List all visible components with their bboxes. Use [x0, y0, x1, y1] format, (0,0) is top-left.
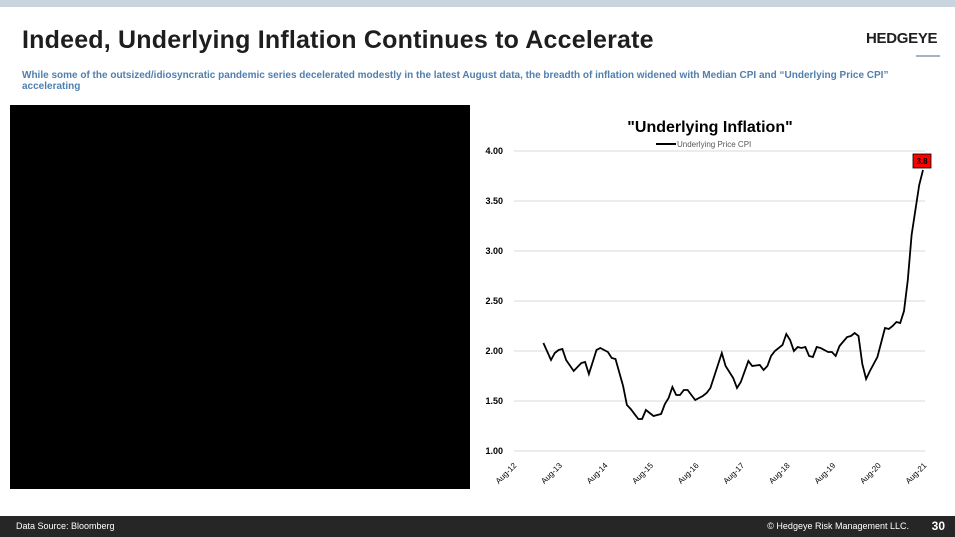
chart-title: "Underlying Inflation"	[627, 119, 792, 136]
x-tick-label: Aug-16	[676, 461, 701, 486]
logo-underline	[916, 55, 940, 57]
x-tick-label: Aug-21	[904, 461, 929, 486]
x-tick-label: Aug-17	[722, 461, 747, 486]
x-tick-label: Aug-13	[539, 461, 564, 486]
y-tick-label: 2.00	[485, 346, 503, 356]
x-tick-label: Aug-12	[494, 461, 519, 486]
x-tick-label: Aug-19	[813, 461, 838, 486]
y-tick-label: 1.00	[485, 446, 503, 456]
x-tick-label: Aug-20	[858, 461, 883, 486]
x-tick-label: Aug-18	[767, 461, 792, 486]
last-value-label: 3.8	[916, 157, 928, 166]
legend-label: Underlying Price CPI	[677, 140, 751, 149]
series-line-underlying-price-cpi	[542, 169, 924, 420]
data-source: Data Source: Bloomberg	[16, 521, 115, 531]
page-subtitle: While some of the outsized/idiosyncratic…	[22, 70, 889, 92]
y-tick-label: 4.00	[485, 146, 503, 156]
top-accent-bar	[0, 0, 955, 7]
y-tick-label: 1.50	[485, 396, 503, 406]
last-value-callout: 3.8	[912, 153, 932, 169]
last-value-box	[912, 153, 932, 169]
y-tick-label: 2.50	[485, 296, 503, 306]
hedgeye-logo: HEDGEYE	[866, 30, 938, 47]
footer-bar: Data Source: Bloomberg © Hedgeye Risk Ma…	[0, 516, 955, 537]
page-number: 30	[931, 519, 945, 533]
x-tick-label: Aug-15	[630, 461, 655, 486]
redacted-image-panel	[10, 105, 470, 489]
copyright: © Hedgeye Risk Management LLC.	[767, 521, 909, 531]
page-title: Indeed, Underlying Inflation Continues t…	[22, 26, 654, 54]
x-tick-label: Aug-14	[585, 461, 610, 486]
y-tick-label: 3.50	[485, 196, 503, 206]
y-tick-label: 3.00	[485, 246, 503, 256]
